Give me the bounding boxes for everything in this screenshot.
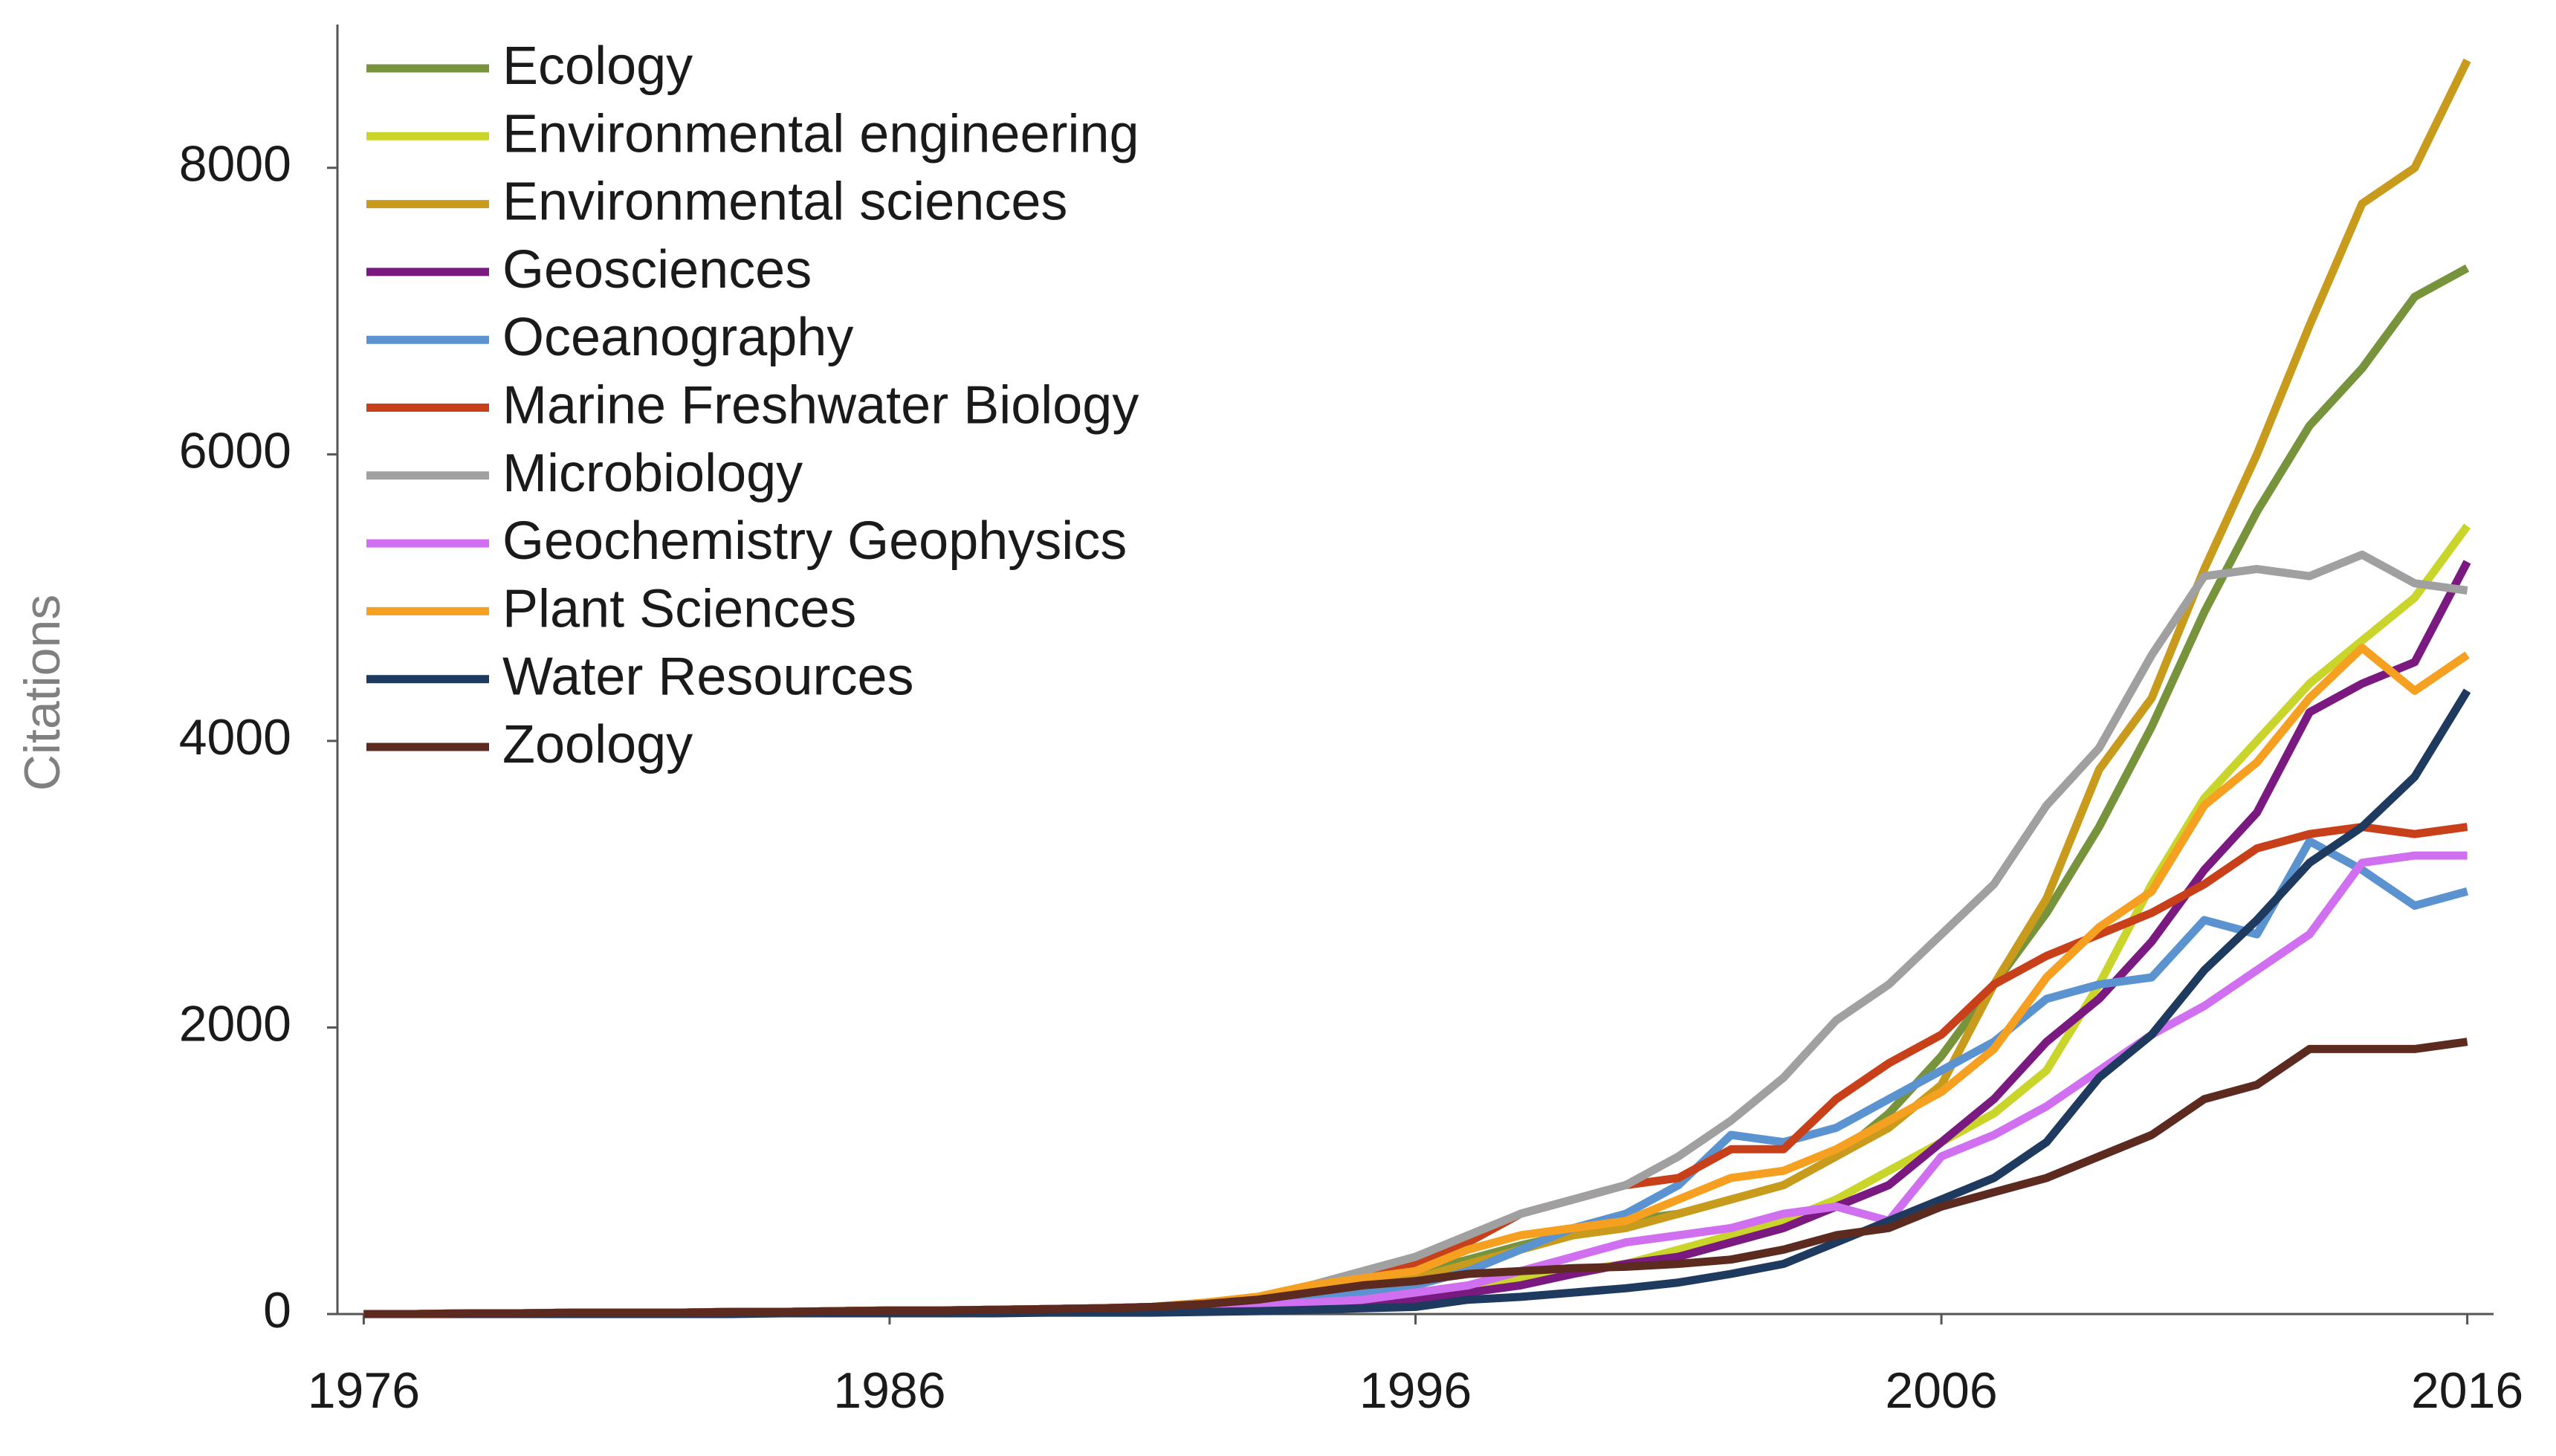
x-tick-label: 2006 bbox=[1885, 1362, 1997, 1419]
legend-label: Marine Freshwater Biology bbox=[502, 376, 1139, 436]
y-tick-label: 6000 bbox=[179, 422, 291, 479]
series-line bbox=[363, 1038, 2468, 1319]
y-tick-label: 0 bbox=[263, 1282, 291, 1339]
legend-label: Geosciences bbox=[502, 240, 812, 300]
y-tick-label: 2000 bbox=[179, 995, 291, 1052]
series-line bbox=[363, 523, 2471, 1319]
x-tick-label: 1986 bbox=[833, 1362, 945, 1419]
series-line bbox=[363, 823, 2468, 1319]
y-axis-label: Citations bbox=[14, 595, 71, 792]
y-tick-label: 4000 bbox=[179, 709, 291, 766]
legend-label: Geochemistry Geophysics bbox=[502, 511, 1127, 571]
series-line bbox=[363, 688, 2471, 1319]
legend-label: Water Resources bbox=[502, 647, 914, 707]
legend-label: Zoology bbox=[502, 715, 693, 774]
legend-label: Oceanography bbox=[502, 308, 853, 367]
legend-label: Ecology bbox=[502, 36, 693, 96]
y-tick-label: 8000 bbox=[179, 136, 291, 192]
legend-label: Environmental engineering bbox=[502, 104, 1139, 164]
legend-label: Environmental sciences bbox=[502, 172, 1067, 232]
x-tick-label: 2016 bbox=[2411, 1362, 2523, 1419]
x-tick-label: 1996 bbox=[1359, 1362, 1472, 1419]
series-line bbox=[363, 851, 2468, 1319]
x-tick-label: 1976 bbox=[308, 1362, 420, 1419]
legend-label: Plant Sciences bbox=[502, 579, 856, 638]
legend-label: Microbiology bbox=[502, 444, 803, 503]
